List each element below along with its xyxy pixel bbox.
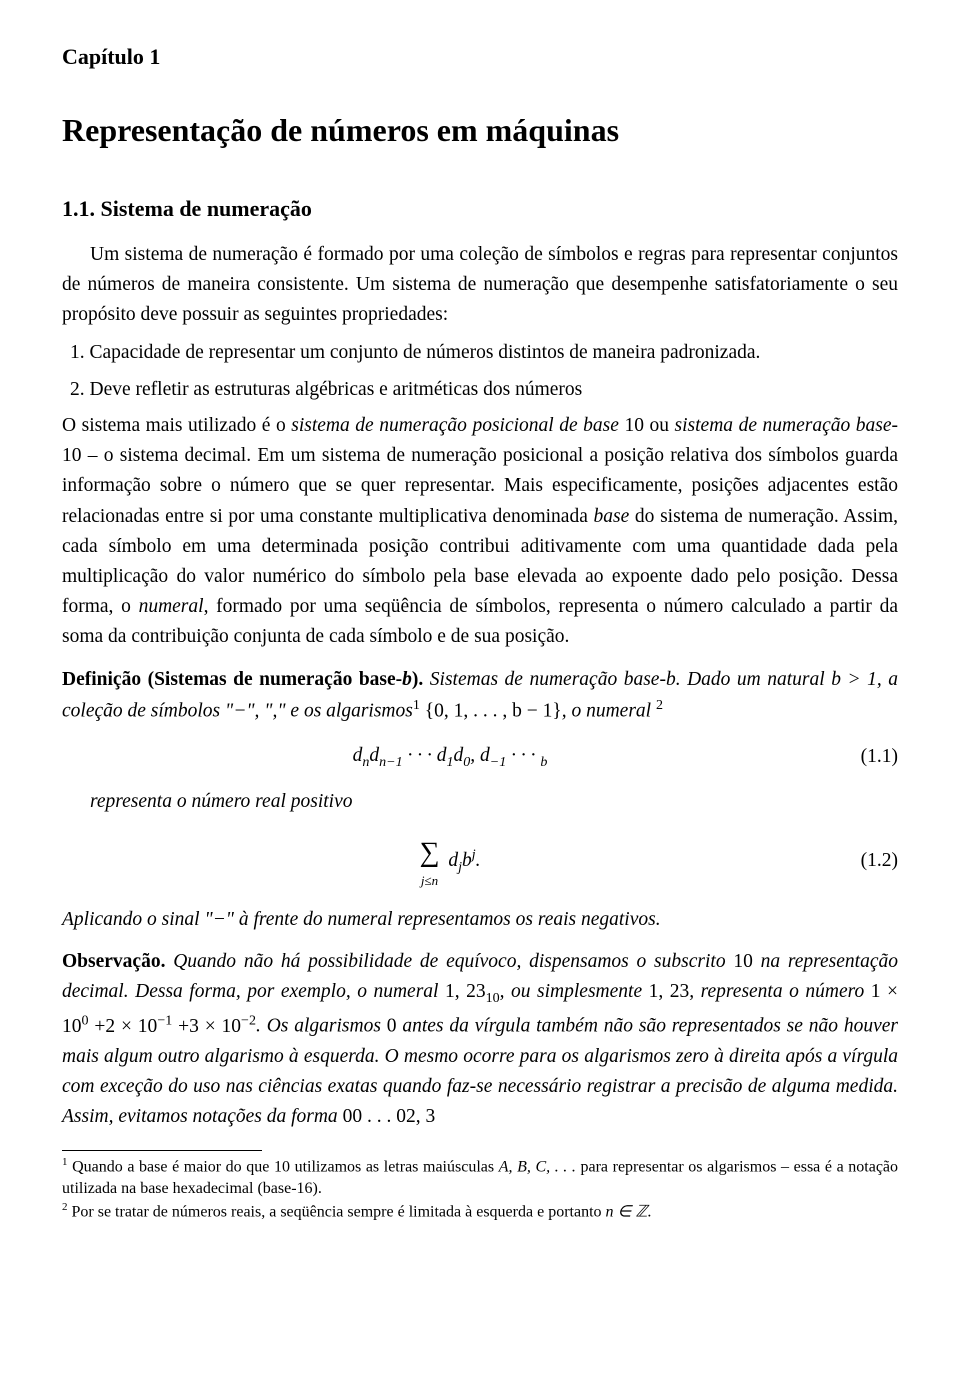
observation-text: Quando não há possibilidade de equívoco,… — [165, 951, 733, 972]
page: Capítulo 1 Representação de números em m… — [0, 0, 960, 1398]
text: ). — [412, 669, 423, 690]
math-inline: {0, 1, . . . , b − 1} — [425, 700, 562, 721]
equation-2: ∑ j≤n djbj. (1.2) — [62, 831, 898, 891]
math-inline: 1, 23 — [649, 981, 690, 1002]
footnote-2: 2 Por se tratar de números reais, a seqü… — [62, 1200, 898, 1223]
sum-symbol-icon: ∑ — [419, 831, 439, 874]
list-item-2: 2. Deve refletir as estruturas algébrica… — [62, 375, 898, 405]
math-inline: A, B, C, . . . — [499, 1159, 576, 1176]
text: O sistema mais utilizado é o — [62, 415, 291, 436]
definition-text: Sistemas de numeração base-b. Dado um na… — [430, 669, 831, 690]
math-inline: n ∈ ℤ — [606, 1203, 648, 1220]
text-italic: sistema de numeração base- — [675, 415, 898, 436]
main-paragraph: O sistema mais utilizado é o sistema de … — [62, 411, 898, 653]
math-inline: b > 1 — [831, 669, 877, 690]
observation-text: , ou simplesmente — [500, 981, 649, 1002]
text-italic: b — [402, 669, 412, 690]
text-italic: base — [594, 506, 630, 527]
text: 10 — [62, 445, 82, 466]
footnote-1: 1 Quando a base é maior do que 10 utiliz… — [62, 1155, 898, 1200]
footnote-text: utilizamos as letras maiúsculas — [290, 1159, 499, 1176]
math-inline: 10 — [274, 1159, 290, 1176]
footnote-text: Quando a base é maior do que — [68, 1159, 274, 1176]
intro-paragraph: Um sistema de numeração é formado por um… — [62, 240, 898, 331]
equation-number: (1.2) — [838, 846, 898, 876]
text: 10 — [624, 415, 644, 436]
equation-display: ∑ j≤n djbj. — [62, 831, 838, 891]
footnote-separator — [62, 1150, 262, 1151]
equation-display: dndn−1 · · · d1d0, d−1 · · · b — [62, 741, 838, 774]
section-title: Sistema de numeração — [101, 196, 312, 221]
list-item-1: 1. Capacidade de representar um conjunto… — [62, 338, 898, 368]
chapter-label: Capítulo 1 — [62, 40, 898, 74]
definition-heading: Definição (Sistemas de numeração base-b)… — [62, 669, 430, 690]
math-inline: 1, 2310 — [445, 981, 500, 1002]
observation-text: . Os algarismos — [256, 1016, 387, 1037]
observation-heading: Observação. — [62, 951, 165, 972]
footnote-ref-2: 2 — [656, 697, 663, 713]
footnote-text: . — [647, 1203, 651, 1220]
sum-subscript: j≤n — [419, 871, 439, 891]
post-equation-text: Aplicando o sinal "−" à frente do numera… — [62, 905, 898, 935]
equation-2-label: representa o número real positivo — [62, 787, 898, 817]
footnote-ref-1: 1 — [413, 697, 420, 713]
chapter-title: Representação de números em máquinas — [62, 106, 898, 156]
math-inline: 10 — [733, 951, 753, 972]
text: Definição (Sistemas de numeração base- — [62, 669, 402, 690]
equation-1: dndn−1 · · · d1d0, d−1 · · · b (1.1) — [62, 741, 898, 774]
footnote-text: Por se tratar de números reais, a seqüên… — [68, 1203, 606, 1220]
section-number: 1.1. — [62, 196, 95, 221]
math-inline: 00 . . . 02, 3 — [343, 1106, 436, 1127]
equation-number: (1.1) — [838, 742, 898, 772]
text-italic: numeral — [139, 596, 204, 617]
text: ou — [644, 415, 675, 436]
text-italic: sistema de numeração posicional de base — [291, 415, 624, 436]
definition-text: , o numeral — [562, 700, 656, 721]
definition-block: Definição (Sistemas de numeração base-b)… — [62, 665, 898, 727]
math-inline: 0 — [387, 1016, 397, 1037]
observation-text: , representa o número — [689, 981, 870, 1002]
observation-block: Observação. Quando não há possibilidade … — [62, 947, 898, 1132]
section-heading: 1.1. Sistema de numeração — [62, 192, 898, 226]
